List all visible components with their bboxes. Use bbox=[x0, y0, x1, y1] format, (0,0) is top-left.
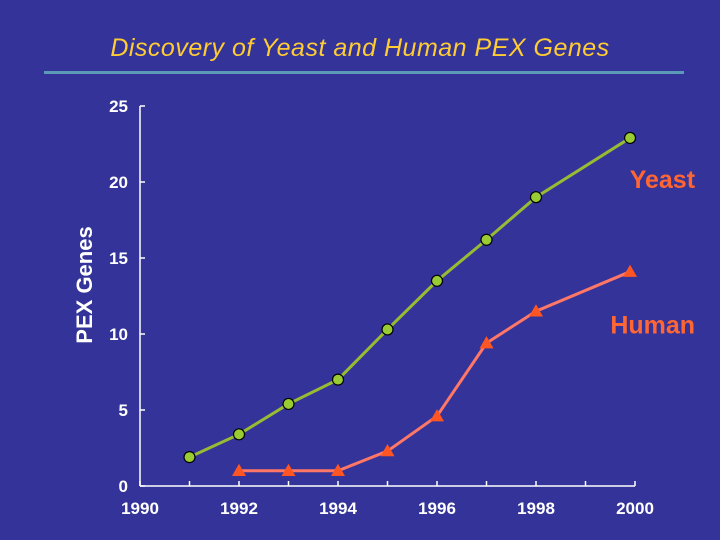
x-tick-label: 2000 bbox=[616, 499, 654, 518]
y-tick-label: 5 bbox=[119, 401, 128, 420]
data-point-human bbox=[479, 336, 494, 349]
data-point-yeast bbox=[480, 233, 493, 246]
series-line-yeast bbox=[188, 136, 631, 459]
y-tick-label: 15 bbox=[109, 249, 128, 268]
data-point-yeast bbox=[282, 397, 295, 411]
data-point-human bbox=[430, 409, 444, 422]
data-point-yeast bbox=[623, 131, 637, 145]
x-tick-label: 1992 bbox=[220, 499, 258, 518]
data-point-human bbox=[232, 463, 246, 477]
data-point-yeast bbox=[381, 323, 394, 336]
data-point-human bbox=[331, 463, 345, 477]
data-point-yeast bbox=[331, 373, 345, 386]
series-line-human bbox=[239, 270, 631, 473]
y-tick-label: 0 bbox=[119, 477, 128, 496]
series-label-yeast: Yeast bbox=[630, 166, 696, 194]
data-point-yeast bbox=[529, 191, 543, 204]
y-tick-label: 10 bbox=[109, 325, 128, 344]
data-point-human bbox=[623, 264, 638, 277]
data-point-human bbox=[529, 304, 543, 317]
data-point-human bbox=[380, 444, 395, 457]
x-tick-label: 1996 bbox=[418, 499, 456, 518]
data-point-yeast bbox=[183, 451, 196, 464]
data-point-human bbox=[281, 463, 296, 477]
data-point-yeast bbox=[430, 274, 444, 287]
x-tick-label: 1990 bbox=[121, 499, 159, 518]
x-tick-label: 1998 bbox=[517, 499, 555, 518]
data-point-yeast bbox=[232, 428, 246, 441]
y-tick-label: 20 bbox=[109, 173, 128, 192]
x-tick-label: 1994 bbox=[319, 499, 357, 518]
chart-title: Discovery of Yeast and Human PEX Genes bbox=[110, 34, 610, 62]
series-label-human: Human bbox=[610, 312, 695, 340]
title-underline bbox=[44, 71, 684, 74]
y-tick-label: 25 bbox=[109, 97, 128, 116]
